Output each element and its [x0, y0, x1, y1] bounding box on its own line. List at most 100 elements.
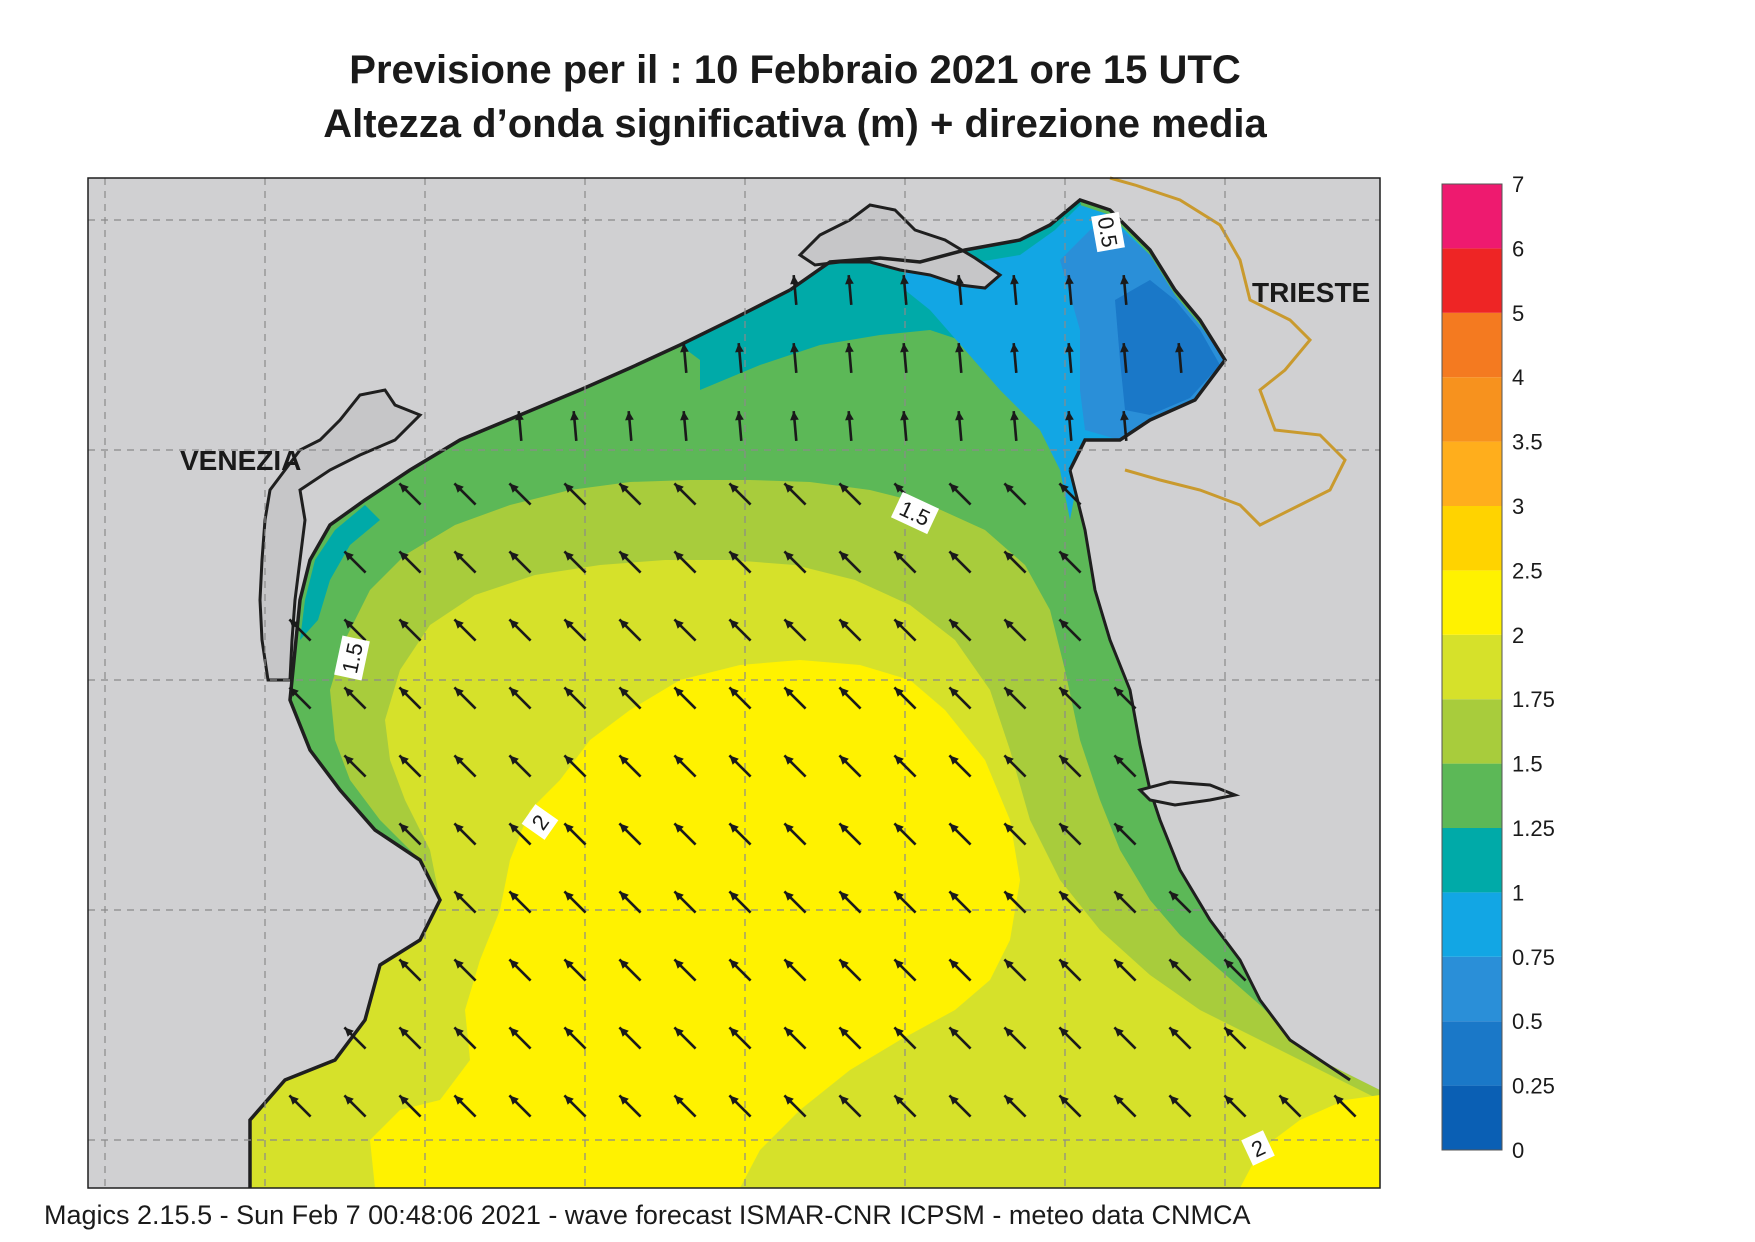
direction-arrowhead: [729, 687, 739, 697]
direction-arrowhead: [1114, 823, 1124, 833]
direction-arrowhead: [399, 755, 409, 765]
legend-frame: [1441, 183, 1503, 1151]
direction-arrowhead: [399, 1095, 409, 1105]
direction-arrowhead: [564, 687, 574, 697]
direction-arrowhead: [839, 891, 849, 901]
legend-tick-label: 1.75: [1512, 687, 1555, 712]
direction-arrowhead: [1279, 1095, 1289, 1105]
direction-arrowhead: [674, 1027, 684, 1037]
direction-arrowhead: [564, 483, 574, 493]
direction-arrowhead: [1004, 959, 1014, 969]
direction-arrowhead: [784, 619, 794, 629]
direction-arrowhead: [729, 823, 739, 833]
direction-arrowhead: [674, 619, 684, 629]
direction-arrowhead: [344, 687, 354, 697]
direction-arrowhead: [1120, 411, 1129, 421]
direction-arrowhead: [894, 959, 904, 969]
direction-arrowhead: [900, 411, 909, 421]
direction-arrowhead: [619, 823, 629, 833]
direction-arrowhead: [509, 755, 519, 765]
direction-arrowhead: [894, 1095, 904, 1105]
direction-arrowhead: [674, 551, 684, 561]
direction-arrowhead: [1010, 343, 1019, 353]
direction-arrowhead: [454, 687, 464, 697]
direction-arrowhead: [619, 891, 629, 901]
legend-tick-label: 2: [1512, 623, 1524, 648]
direction-arrowhead: [1114, 891, 1124, 901]
direction-arrowhead: [839, 823, 849, 833]
direction-arrowhead: [1059, 619, 1069, 629]
direction-arrowhead: [729, 1027, 739, 1037]
map-title: Previsione per il : 10 Febbraio 2021 ore…: [349, 48, 1241, 92]
legend-swatch: [1442, 634, 1502, 700]
direction-arrowhead: [680, 411, 689, 421]
contour-label-0-5: 0.5: [1091, 211, 1125, 253]
direction-arrowhead: [454, 959, 464, 969]
direction-arrowhead: [845, 411, 854, 421]
direction-arrowhead: [729, 551, 739, 561]
direction-arrowhead: [784, 687, 794, 697]
direction-arrowhead: [509, 619, 519, 629]
direction-arrowhead: [729, 1095, 739, 1105]
direction-arrowhead: [839, 959, 849, 969]
direction-arrowhead: [674, 959, 684, 969]
legend-swatch: [1442, 506, 1502, 571]
legend-tick-label: 6: [1512, 236, 1524, 261]
direction-arrowhead: [845, 275, 854, 285]
direction-arrowhead: [289, 687, 299, 697]
direction-arrowhead: [619, 959, 629, 969]
legend-swatch: [1442, 184, 1502, 249]
place-label-venezia: VENEZIA: [180, 445, 301, 476]
direction-arrowhead: [399, 483, 409, 493]
direction-arrowhead: [619, 619, 629, 629]
direction-arrowhead: [1114, 1027, 1124, 1037]
legend-tick-label: 2.5: [1512, 558, 1543, 583]
direction-arrowhead: [674, 483, 684, 493]
direction-arrowhead: [619, 551, 629, 561]
direction-arrowhead: [1169, 959, 1179, 969]
legend-swatch: [1442, 1085, 1502, 1150]
direction-arrowhead: [1169, 1027, 1179, 1037]
direction-arrowhead: [955, 343, 964, 353]
direction-arrowhead: [790, 343, 799, 353]
direction-arrowhead: [784, 551, 794, 561]
color-legend: 0 0.25 0.5 0.75 1 1.25 1.5 1.75 2 2.5 3 3.5 4 5 6 7: [1441, 172, 1555, 1163]
direction-arrowhead: [1059, 551, 1069, 561]
direction-arrowhead: [399, 551, 409, 561]
direction-arrowhead: [509, 823, 519, 833]
direction-arrowhead: [1334, 1095, 1344, 1105]
direction-arrowhead: [1004, 823, 1014, 833]
direction-arrowhead: [845, 343, 854, 353]
direction-arrowhead: [1224, 1027, 1234, 1037]
direction-arrowhead: [399, 619, 409, 629]
istria-promontory: [1137, 780, 1241, 807]
direction-arrowhead: [839, 755, 849, 765]
direction-arrowhead: [900, 343, 909, 353]
direction-arrowhead: [1120, 343, 1129, 353]
direction-arrowhead: [894, 483, 904, 493]
direction-arrowhead: [454, 891, 464, 901]
direction-arrowhead: [894, 687, 904, 697]
direction-arrowhead: [454, 619, 464, 629]
direction-arrowhead: [1004, 551, 1014, 561]
direction-arrowhead: [839, 1095, 849, 1105]
direction-arrowhead: [619, 483, 629, 493]
legend-tick-label: 0.5: [1512, 1009, 1543, 1034]
direction-arrows: [288, 274, 1357, 1118]
legend-swatch: [1442, 828, 1502, 893]
direction-arrowhead: [1065, 343, 1074, 353]
direction-arrowhead: [784, 1027, 794, 1037]
direction-arrowhead: [1004, 755, 1014, 765]
direction-arrowhead: [674, 891, 684, 901]
direction-arrowhead: [454, 1095, 464, 1105]
band-2-0-southeast: [1240, 1095, 1380, 1188]
direction-arrowhead: [564, 959, 574, 969]
direction-arrowhead: [1059, 1095, 1069, 1105]
direction-arrowhead: [399, 1027, 409, 1037]
direction-arrowhead: [509, 1095, 519, 1105]
direction-arrowhead: [949, 483, 959, 493]
direction-arrowhead: [619, 1027, 629, 1037]
legend-tick-label: 1.25: [1512, 816, 1555, 841]
direction-arrowhead: [729, 891, 739, 901]
direction-arrowhead: [894, 755, 904, 765]
